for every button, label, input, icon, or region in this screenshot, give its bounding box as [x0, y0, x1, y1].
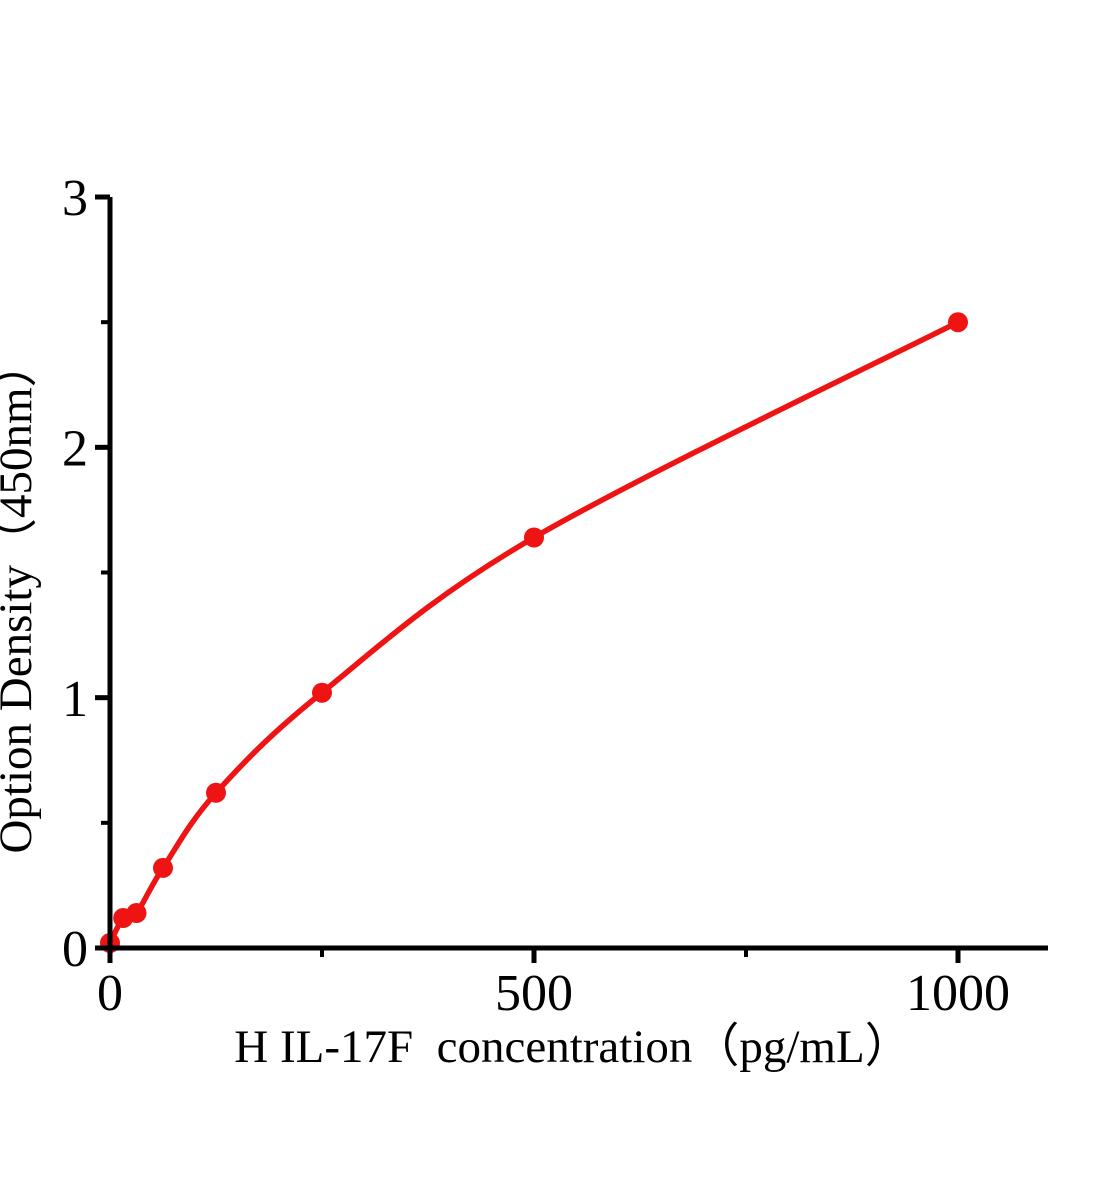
x-tick-label: 1000: [906, 965, 1010, 1022]
data-point: [312, 682, 332, 703]
data-point: [206, 782, 226, 803]
x-tick-label: 0: [97, 965, 123, 1022]
standard-curve-line: [107, 319, 960, 945]
curve-layer: [100, 312, 968, 953]
y-axis-title: Option Density（450nm）: [0, 340, 42, 853]
ticks: [95, 194, 961, 963]
axis-lines: [107, 197, 1048, 951]
data-point: [524, 527, 544, 548]
y-tick-label: 0: [62, 921, 88, 978]
data-point: [153, 857, 173, 878]
data-point: [948, 312, 968, 333]
y-tick-label: 2: [62, 421, 88, 478]
data-point: [126, 903, 147, 923]
axes: [107, 197, 1048, 951]
x-axis-title: H IL-17F concentration（pg/mL）: [234, 1021, 911, 1073]
x-tick-label: 500: [495, 965, 573, 1022]
y-tick-label: 3: [62, 170, 88, 227]
y-tick-label: 1: [62, 671, 88, 728]
tick-labels: 0 1 2 3 0 500 1000: [62, 170, 1010, 1022]
